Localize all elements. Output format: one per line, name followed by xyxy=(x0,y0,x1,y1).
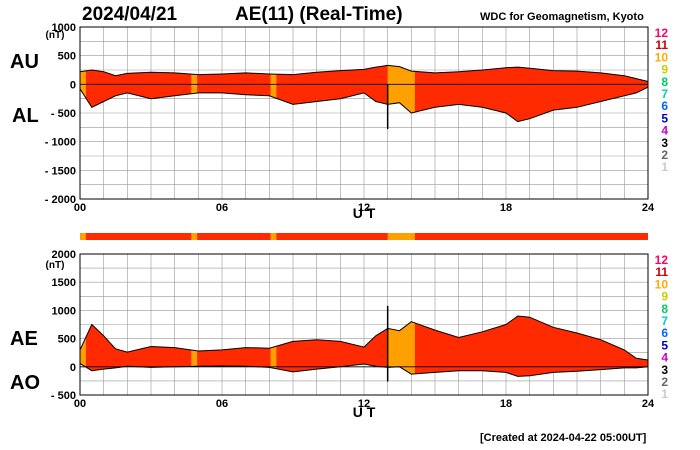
legend-level: 3 xyxy=(661,136,668,150)
quiet-interval xyxy=(270,65,277,122)
chart-title: AE(11) (Real-Time) xyxy=(235,4,403,25)
legend-level: 2 xyxy=(661,148,668,162)
legend-level: 3 xyxy=(661,363,668,377)
x-tick-label: 00 xyxy=(74,202,86,214)
x-tick-label: 06 xyxy=(216,398,228,410)
legend-level: 8 xyxy=(661,302,668,316)
chart-date: 2024/04/21 xyxy=(82,4,178,25)
legend-level: 11 xyxy=(655,38,668,52)
legend-level: 5 xyxy=(661,338,668,352)
x-tick-label: 12 xyxy=(358,202,370,214)
x-tick-label: 12 xyxy=(358,398,370,410)
al-label: AL xyxy=(12,105,39,127)
au-label: AU xyxy=(10,51,39,73)
activity-bar-quiet-segment xyxy=(270,233,277,240)
y-tick-label: 0 xyxy=(70,79,76,91)
x-tick-label: 00 xyxy=(74,398,86,410)
y-tick-label: 1500 xyxy=(52,277,76,289)
y-tick-label: - 1000 xyxy=(45,137,76,149)
legend-level: 10 xyxy=(655,277,669,291)
activity-bar-quiet-segment xyxy=(387,233,415,240)
x-tick-label: 18 xyxy=(500,398,512,410)
y-tick-label: 2000 xyxy=(52,249,76,261)
x-tick-label: 24 xyxy=(642,398,655,410)
envelope-area-au xyxy=(80,65,648,122)
legend-level: 4 xyxy=(661,351,668,365)
data-source: WDC for Geomagnetism, Kyoto xyxy=(480,11,644,23)
legend-level: 7 xyxy=(661,314,668,328)
legend-level: 1 xyxy=(661,160,668,174)
y-tick-label: - 500 xyxy=(51,108,76,120)
y-tick-label: - 500 xyxy=(51,390,76,402)
quiet-interval xyxy=(80,316,86,377)
legend-level: 2 xyxy=(661,375,668,389)
y-tick-label: 500 xyxy=(58,334,76,346)
x-tick-label: 18 xyxy=(500,202,512,214)
x-axis-label: U T xyxy=(353,404,376,420)
activity-bar-quiet-segment xyxy=(80,233,86,240)
y-tick-label: - 1500 xyxy=(45,165,76,177)
x-axis-label: U T xyxy=(353,205,376,221)
plot-frame xyxy=(79,26,649,200)
activity-bar xyxy=(80,233,648,240)
y-unit-label: (nT) xyxy=(46,260,65,271)
legend-level: 9 xyxy=(661,290,668,304)
legend-level: 7 xyxy=(661,87,668,101)
legend-level: 9 xyxy=(661,63,668,77)
legend-level: 1 xyxy=(661,387,668,401)
series-line-al xyxy=(79,86,649,123)
legend-level: 10 xyxy=(655,50,669,64)
series-line-ao xyxy=(79,362,649,377)
ae-label: AE xyxy=(10,328,38,350)
series-line-ae xyxy=(79,315,649,361)
legend-level: 6 xyxy=(661,99,668,113)
series-line-au xyxy=(79,64,649,82)
created-timestamp: [Created at 2024-04-22 05:00UT] xyxy=(480,432,647,444)
y-tick-label: 1000 xyxy=(52,305,76,317)
envelope-area-ae xyxy=(80,316,648,377)
legend-level: 4 xyxy=(661,124,668,138)
legend-level: 12 xyxy=(655,26,669,40)
y-tick-label: 1000 xyxy=(52,22,76,34)
plot-frame xyxy=(79,253,649,396)
activity-bar-quiet-segment xyxy=(191,233,198,240)
x-tick-label: 24 xyxy=(642,202,655,214)
legend-level: 8 xyxy=(661,75,668,89)
y-unit-label: (nT) xyxy=(46,30,65,41)
y-tick-label: 500 xyxy=(58,51,76,63)
ao-label: AO xyxy=(10,372,40,394)
legend-level: 5 xyxy=(661,111,668,125)
legend-level: 11 xyxy=(655,265,668,279)
legend-level: 6 xyxy=(661,326,668,340)
legend-level: 12 xyxy=(655,253,669,267)
x-tick-label: 06 xyxy=(216,202,228,214)
y-tick-label: 0 xyxy=(70,362,76,374)
y-tick-label: - 2000 xyxy=(45,194,76,206)
